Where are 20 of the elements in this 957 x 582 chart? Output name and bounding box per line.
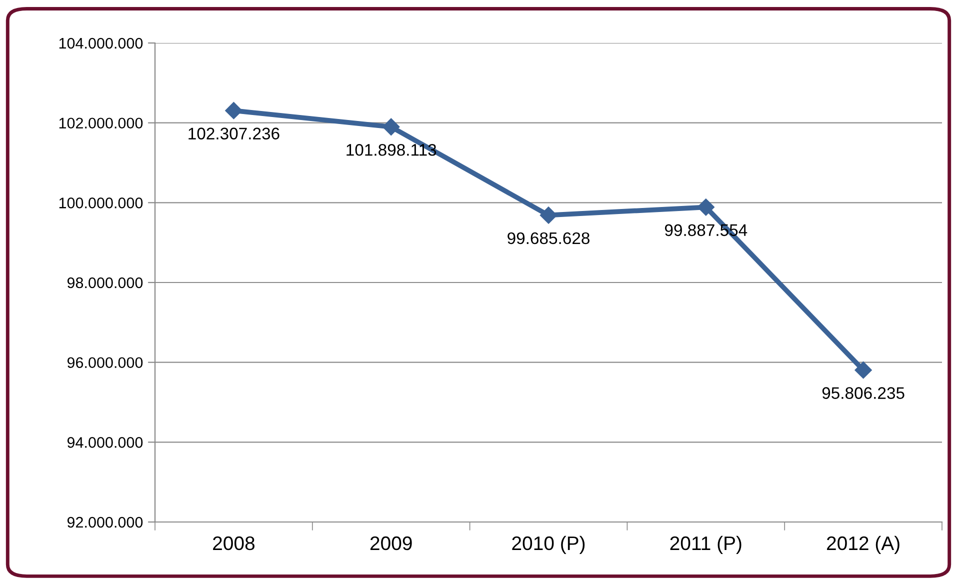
x-tick-label: 2008: [213, 536, 254, 550]
point: [540, 206, 558, 224]
x-tick-label: 2009: [370, 536, 412, 550]
y-tick-label: 104.000.000: [59, 38, 143, 49]
y-tick-label: 92.000.000: [67, 516, 143, 528]
data-label: 99.685.628: [508, 232, 590, 244]
x-tick-label: 2012 (A): [826, 536, 900, 554]
y-tick-label: 96.000.000: [67, 357, 143, 368]
y-tick-label: 98.000.000: [67, 277, 143, 288]
data-label: 95.806.235: [822, 387, 904, 399]
point: [225, 102, 242, 120]
data-label: 102.307.236: [188, 128, 280, 140]
y-tick-label: 102.000.000: [59, 118, 143, 129]
point: [697, 198, 714, 216]
point: [382, 118, 400, 136]
x-tick-label: 2011 (P): [670, 536, 742, 554]
x-tick-label: 2010 (P): [512, 536, 585, 554]
y-tick-label: 100.000.000: [59, 198, 143, 208]
point: [854, 362, 872, 379]
y-tick-label: 94.000.000: [67, 437, 143, 448]
